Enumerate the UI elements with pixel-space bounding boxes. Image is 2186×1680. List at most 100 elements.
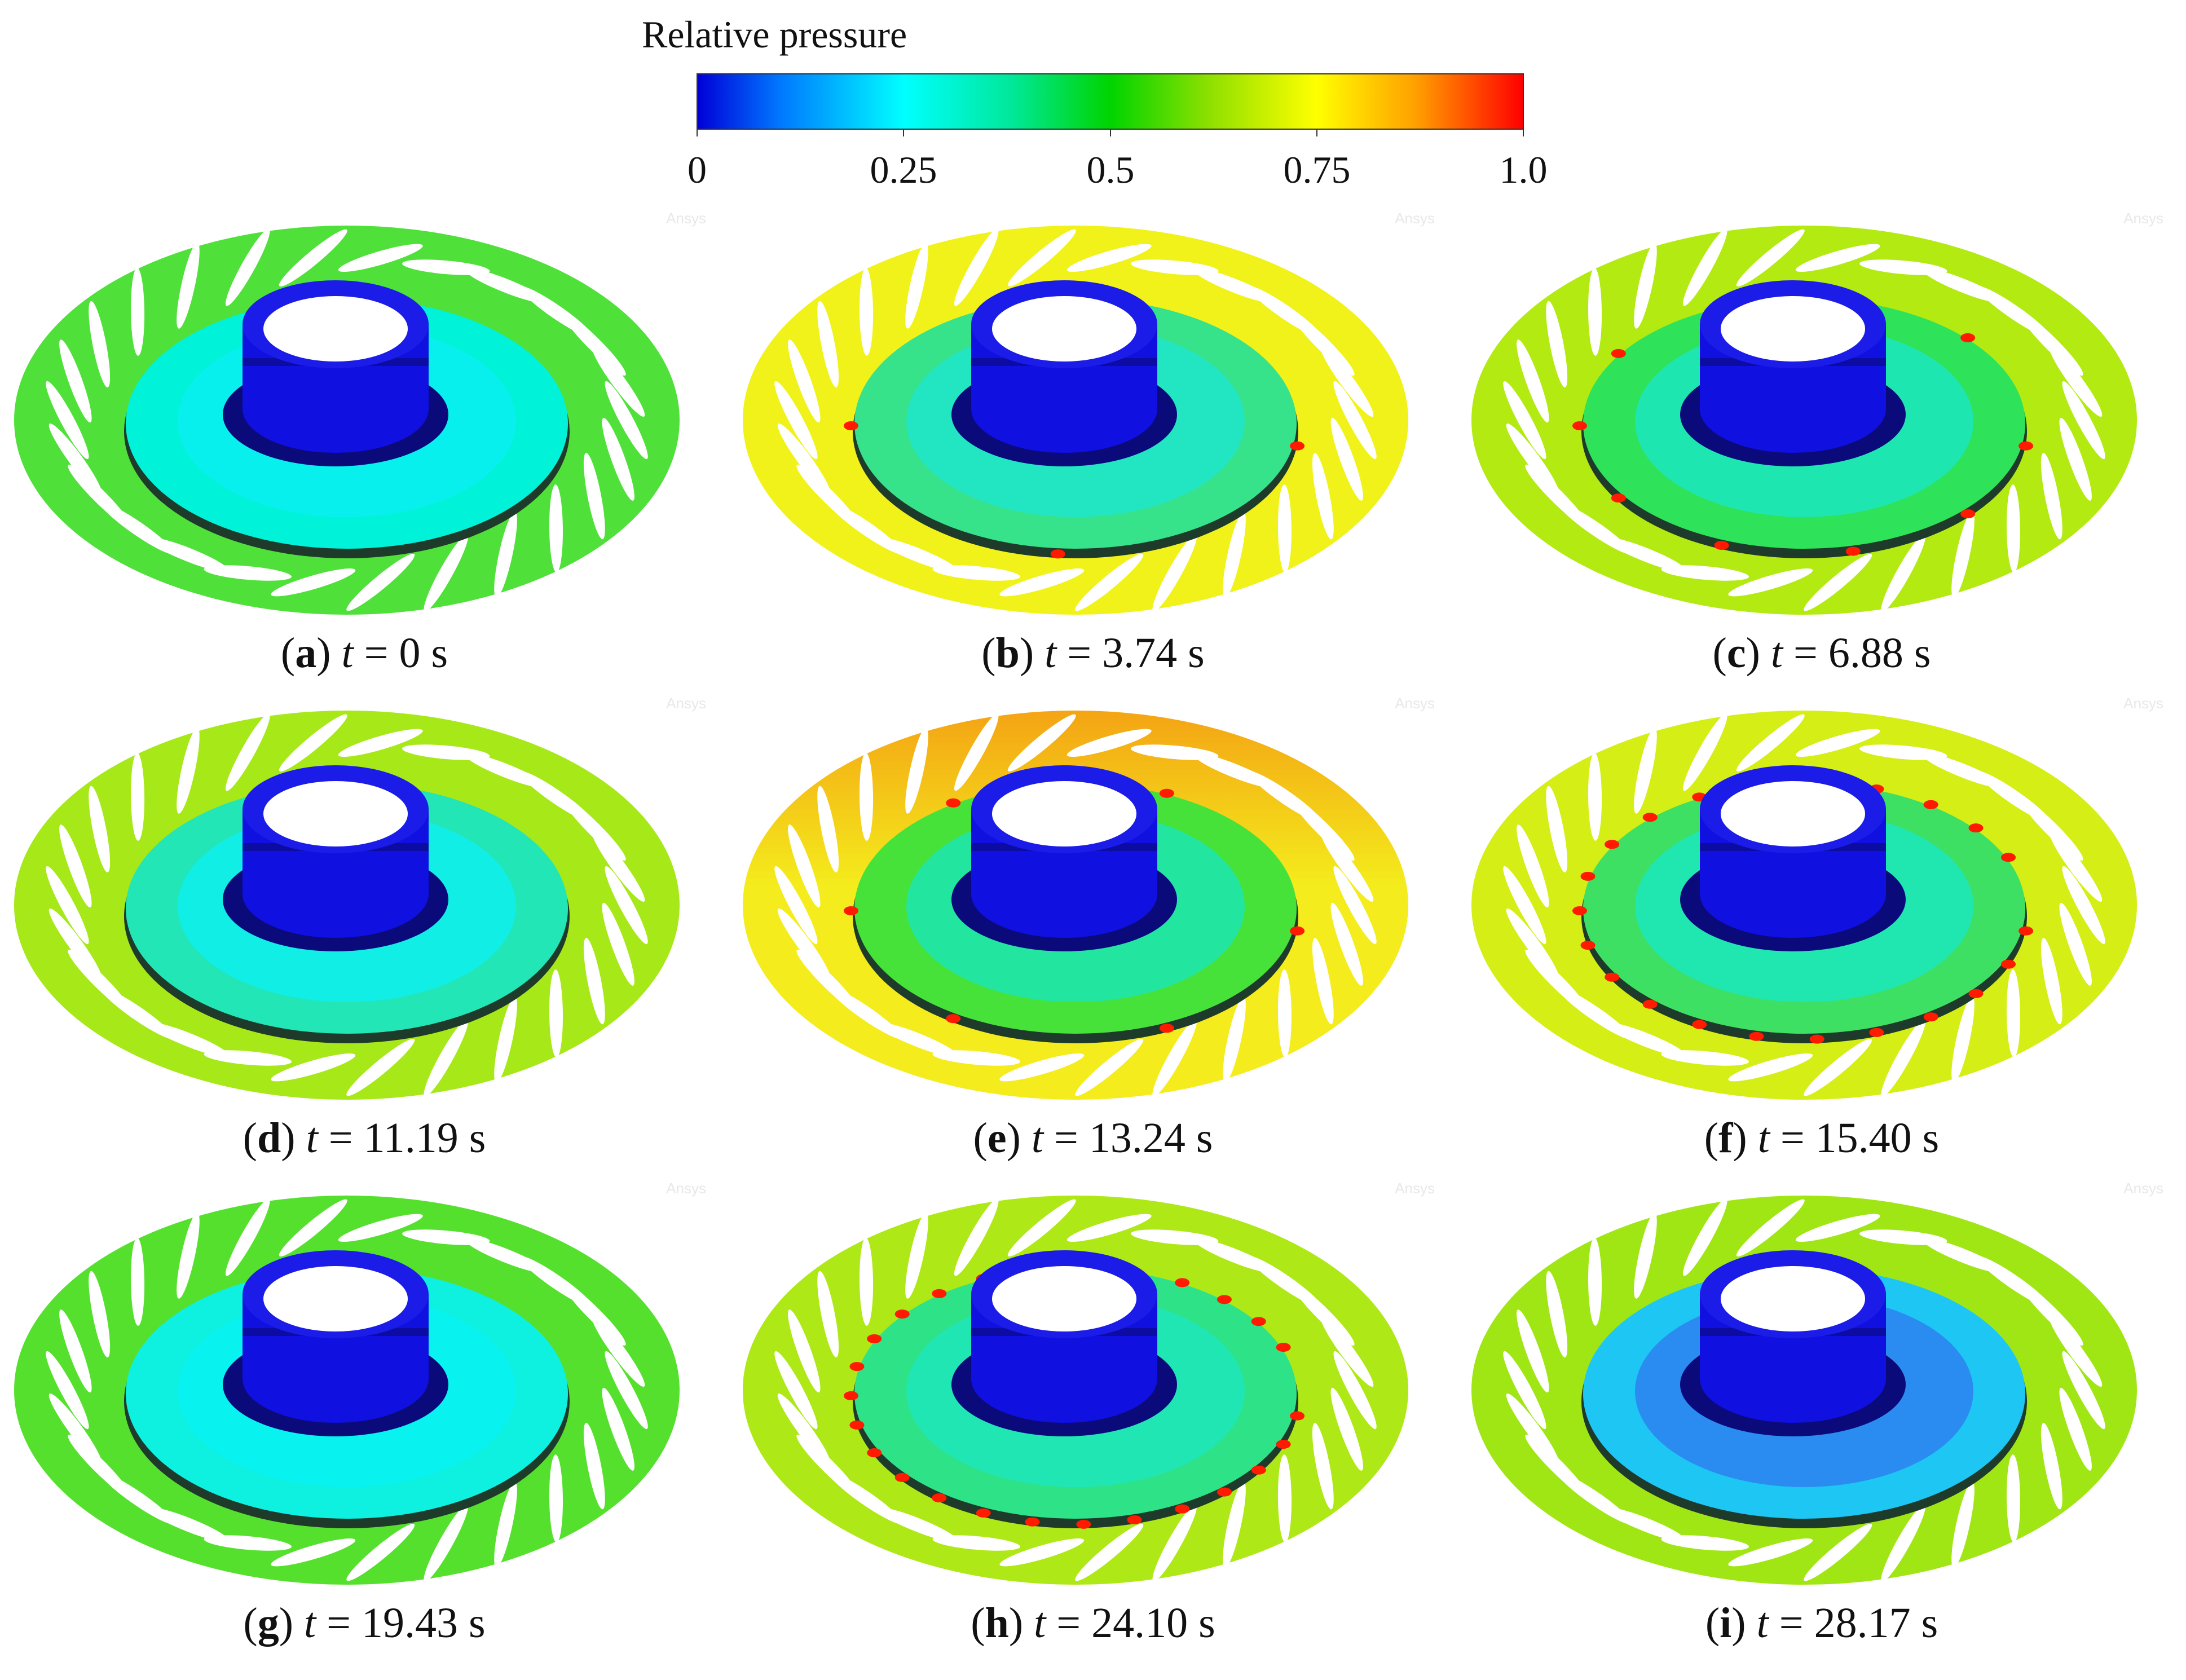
blade-gap (177, 242, 200, 329)
time-symbol: t (341, 629, 354, 677)
blade-gap (225, 228, 270, 306)
high-pressure-spot (867, 1334, 882, 1343)
blade-gap (225, 1198, 270, 1276)
high-pressure-spot (1809, 1034, 1824, 1044)
blade-gap (1525, 464, 1589, 528)
blade-gap (1881, 1019, 1926, 1097)
blade-gap (2062, 381, 2105, 460)
blade-gap (605, 381, 648, 460)
colorbar-tick-label: 0.25 (870, 148, 937, 191)
time-symbol: t (306, 1114, 318, 1162)
blade-gap (1330, 1387, 1363, 1471)
blade-gap (1152, 534, 1197, 612)
blade-gap (1075, 1523, 1144, 1581)
high-pressure-spot (1869, 1028, 1884, 1037)
ansys-watermark: Ansys (1395, 1180, 1435, 1197)
blade-gap (424, 1019, 469, 1097)
panel-caption: (g) t = 19.43 s (243, 1599, 486, 1647)
blade-gap (2006, 969, 2020, 1058)
high-pressure-spot (1714, 540, 1729, 550)
contour-panel-g: Ansys (g) t = 19.43 s (0, 1167, 729, 1652)
blade-gap (1682, 228, 1727, 306)
high-pressure-spot (1580, 871, 1596, 881)
colorbar-tick (1110, 129, 1111, 136)
blade-gap (1682, 713, 1727, 791)
blade-gap (68, 464, 131, 528)
ansys-watermark: Ansys (1395, 695, 1435, 712)
hub-cylinder-bottom (971, 365, 1157, 453)
blade-gap (1223, 1481, 1246, 1568)
blade-gap (1277, 484, 1292, 573)
panel-caption: (d) t = 11.19 s (243, 1114, 486, 1162)
blade-gap (583, 1423, 605, 1510)
blade-gap (1503, 381, 1546, 460)
high-pressure-spot (1251, 1317, 1266, 1326)
hub-cylinder-bottom (1700, 850, 1886, 938)
high-pressure-spot (894, 1472, 910, 1482)
blade-gap (1546, 786, 1568, 872)
blade-gap (562, 1282, 626, 1346)
blade-gap (2059, 1387, 2092, 1471)
high-pressure-spot (1251, 1465, 1266, 1475)
blade-gap (860, 267, 874, 356)
panel-label: g (257, 1599, 279, 1647)
colorbar-tick-label: 1.0 (1499, 148, 1548, 191)
blade-gap (1330, 417, 1363, 501)
blade-gap (1881, 534, 1926, 612)
pump-contour-image (14, 711, 680, 1100)
blade-gap (1728, 568, 1813, 597)
blade-gap (2020, 1282, 2083, 1346)
high-pressure-spot (1175, 1278, 1190, 1287)
high-pressure-spot (946, 1014, 961, 1024)
blade-gap (1588, 267, 1602, 356)
blade-gap (46, 866, 89, 945)
blade-gap (494, 1481, 517, 1568)
blade-gap (1736, 229, 1805, 287)
blade-gap (2020, 797, 2083, 861)
time-value: = 3.74 s (1067, 629, 1205, 677)
blade-gap (49, 1394, 102, 1465)
high-pressure-spot (844, 906, 858, 915)
blade-gap (131, 1237, 145, 1326)
pump-contour-image (14, 1196, 680, 1585)
hub-bore-opening (263, 296, 408, 361)
blade-gap (592, 345, 645, 417)
blade-gap (1066, 729, 1152, 757)
blade-gap (424, 534, 469, 612)
colorbar-tick-label: 0 (687, 148, 707, 191)
colorbar-tick (1316, 129, 1317, 136)
blade-gap (1312, 938, 1334, 1025)
time-symbol: t (1757, 1114, 1770, 1162)
blade-gap (131, 267, 145, 356)
blade-gap (905, 727, 928, 814)
blade-gap (774, 1351, 818, 1430)
blade-gap (279, 229, 347, 287)
high-pressure-spot (976, 1508, 991, 1518)
hub-cylinder-bottom (243, 1335, 429, 1423)
blade-gap (338, 729, 423, 757)
blade-gap (1007, 1199, 1076, 1257)
blade-gap (788, 824, 821, 908)
blade-gap (788, 339, 821, 423)
blade-gap (860, 1237, 874, 1326)
blade-gap (1333, 381, 1377, 460)
high-pressure-spot (1050, 549, 1065, 559)
high-pressure-spot (2001, 853, 2016, 862)
high-pressure-spot (1692, 1020, 1707, 1029)
high-pressure-spot (2018, 441, 2034, 451)
blade-gap (59, 339, 92, 423)
high-pressure-spot (1968, 989, 1984, 998)
blade-gap (602, 902, 634, 986)
panel-label: h (985, 1599, 1009, 1647)
contour-panel-d: Ansys (d) t = 11.19 s (0, 682, 729, 1167)
blade-gap (605, 866, 648, 945)
legend-title: Relative pressure (642, 13, 907, 56)
blade-gap (777, 424, 831, 495)
blade-gap (2049, 1315, 2103, 1387)
blade-gap (2059, 902, 2092, 986)
blade-gap (1277, 1454, 1292, 1543)
colorbar-tick (697, 129, 698, 136)
blade-gap (1736, 1199, 1805, 1257)
blade-gap (2040, 1423, 2062, 1510)
high-pressure-spot (1611, 493, 1626, 503)
